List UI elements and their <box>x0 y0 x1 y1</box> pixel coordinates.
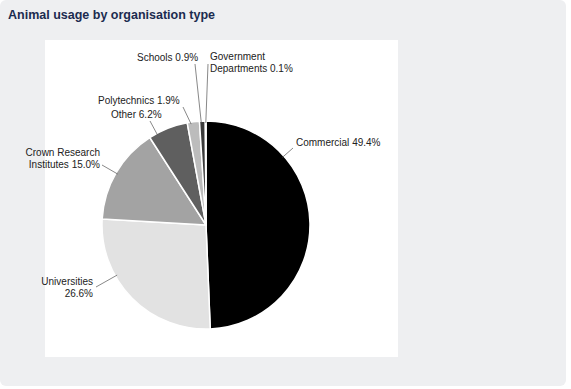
panel-background <box>0 0 566 386</box>
label-part: Schools <box>137 52 173 63</box>
slice-label: Other 6.2% <box>111 109 162 120</box>
label-part: Commercial <box>296 137 349 148</box>
slice-label: Schools 0.9% <box>137 52 198 63</box>
plot-background <box>45 40 398 357</box>
pie-slice <box>206 121 310 329</box>
label-part: 6.2% <box>139 109 162 120</box>
pie-slice <box>102 219 210 329</box>
slice-label: Polytechnics 1.9% <box>98 95 180 106</box>
label-part: 15.0% <box>72 159 100 170</box>
pie-slice <box>199 121 206 225</box>
label-part: Government <box>210 51 265 62</box>
slices <box>102 121 310 329</box>
data-labels: Commercial 49.4% Universities26.6% Crown R… <box>26 51 381 299</box>
leader-line <box>206 64 208 123</box>
label-part: 26.6% <box>65 288 93 299</box>
chart-root: Animal usage by organisation type Commerc… <box>0 0 571 389</box>
slice-label: Commercial 49.4% <box>296 137 381 148</box>
label-part: Crown Research <box>26 147 100 158</box>
label-part: Other <box>111 109 137 120</box>
leader-line <box>282 148 293 157</box>
label-part: Institutes <box>29 159 69 170</box>
label-part: 49.4% <box>352 137 380 148</box>
slice-label: GovernmentDepartments 0.1% <box>210 51 293 74</box>
slice-label: Universities26.6% <box>41 276 93 299</box>
label-part: 1.9% <box>157 95 180 106</box>
slice-label: Crown ResearchInstitutes 15.0% <box>26 147 101 170</box>
label-part: Departments <box>210 63 267 74</box>
leader-line <box>150 121 158 135</box>
label-part: Universities <box>41 276 93 287</box>
pie-slice <box>187 121 206 225</box>
pie-slice <box>205 121 207 225</box>
label-part: Polytechnics <box>98 95 154 106</box>
leader-line <box>102 165 118 174</box>
leader-line <box>195 64 201 123</box>
chart-title: Animal usage by organisation type <box>8 8 215 22</box>
leader-line <box>183 107 191 124</box>
chart-svg: Animal usage by organisation type Commerc… <box>0 0 571 389</box>
leader-line <box>96 275 117 287</box>
label-part: 0.1% <box>270 63 293 74</box>
label-part: 0.9% <box>175 52 198 63</box>
